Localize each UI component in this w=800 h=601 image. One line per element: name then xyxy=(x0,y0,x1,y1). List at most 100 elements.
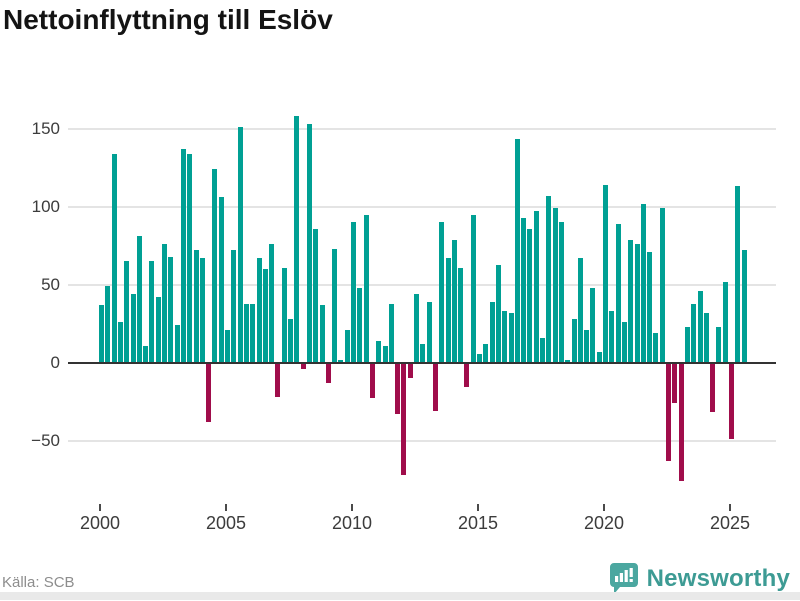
zero-axis-line xyxy=(68,362,776,364)
y-axis-label--50: −50 xyxy=(31,431,60,450)
bar-2022-Q2 xyxy=(660,208,665,363)
bar-2013-Q2 xyxy=(433,364,438,411)
bar-2021-Q3 xyxy=(641,204,646,363)
bar-2002-Q2 xyxy=(156,297,161,363)
bar-2013-Q4 xyxy=(446,258,451,363)
bar-2020-Q2 xyxy=(609,311,614,363)
bar-2004-Q3 xyxy=(212,169,217,363)
x-axis-label-2010: 2010 xyxy=(331,513,373,533)
bar-2012-Q4 xyxy=(420,344,425,363)
bar-2005-Q3 xyxy=(238,127,243,363)
bar-2018-Q1 xyxy=(553,208,558,363)
bar-2023-Q4 xyxy=(698,291,703,363)
bar-2003-Q3 xyxy=(187,154,192,363)
bar-2025-Q2 xyxy=(735,186,740,363)
bar-2009-Q4 xyxy=(345,330,350,363)
bar-2001-Q1 xyxy=(124,261,129,363)
brand-wordmark: Newsworthy xyxy=(646,565,790,592)
bar-2004-Q4 xyxy=(219,197,224,363)
y-axis-label-50: 50 xyxy=(41,275,60,294)
x-tick-2005 xyxy=(225,504,227,511)
bar-2024-Q2 xyxy=(710,364,715,412)
bar-2019-Q1 xyxy=(578,258,583,363)
bar-2000-Q3 xyxy=(112,154,117,363)
bar-2005-Q4 xyxy=(244,304,249,363)
x-tick-2015 xyxy=(477,504,479,511)
bar-2022-Q1 xyxy=(653,333,658,363)
bar-2000-Q4 xyxy=(118,322,123,363)
bar-2012-Q2 xyxy=(408,364,413,378)
bar-2008-Q4 xyxy=(320,305,325,363)
bar-2006-Q4 xyxy=(269,244,274,363)
gridline-y-50 xyxy=(68,284,776,286)
bar-2014-Q1 xyxy=(452,240,457,363)
bar-2004-Q2 xyxy=(206,364,211,422)
bar-2002-Q3 xyxy=(162,244,167,363)
bar-2018-Q3 xyxy=(565,360,570,363)
bar-2016-Q3 xyxy=(515,139,520,363)
bar-2025-Q1 xyxy=(729,364,734,439)
bar-2016-Q2 xyxy=(509,313,514,363)
bar-2006-Q2 xyxy=(257,258,262,363)
newsworthy-branding: Newsworthy xyxy=(609,561,790,597)
gridline-y-150 xyxy=(68,128,776,130)
x-axis-label-2005: 2005 xyxy=(205,513,247,533)
bar-2003-Q4 xyxy=(194,250,199,363)
bar-2019-Q2 xyxy=(584,330,589,363)
bar-2022-Q3 xyxy=(666,364,671,461)
bar-2002-Q1 xyxy=(149,261,154,363)
bar-2004-Q1 xyxy=(200,258,205,363)
bar-2017-Q2 xyxy=(534,211,539,363)
bar-2001-Q3 xyxy=(137,236,142,363)
bar-2005-Q2 xyxy=(231,250,236,363)
bar-2010-Q4 xyxy=(370,364,375,398)
bar-2021-Q4 xyxy=(647,252,652,363)
bar-2015-Q1 xyxy=(477,354,482,363)
bar-2014-Q2 xyxy=(458,268,463,363)
bar-2000-Q1 xyxy=(99,305,104,363)
bar-2025-Q3 xyxy=(742,250,747,363)
bar-2012-Q3 xyxy=(414,294,419,363)
bar-2010-Q3 xyxy=(364,215,369,363)
bar-2021-Q2 xyxy=(635,244,640,363)
bar-2009-Q3 xyxy=(338,360,343,363)
bar-2003-Q1 xyxy=(175,325,180,363)
x-axis-label-2000: 2000 xyxy=(79,513,121,533)
bar-2003-Q2 xyxy=(181,149,186,363)
bar-2020-Q1 xyxy=(603,185,608,363)
bar-2000-Q2 xyxy=(105,286,110,363)
y-axis-label-150: 150 xyxy=(31,119,60,138)
bar-2008-Q2 xyxy=(307,124,312,363)
bar-2006-Q1 xyxy=(250,304,255,363)
bar-2024-Q1 xyxy=(704,313,709,363)
y-axis-label-0: 0 xyxy=(50,353,60,372)
bar-2002-Q4 xyxy=(168,257,173,363)
bar-2005-Q1 xyxy=(225,330,230,363)
bar-2016-Q4 xyxy=(521,218,526,363)
bar-2017-Q1 xyxy=(527,229,532,363)
gridline-y--50 xyxy=(68,440,776,442)
footer-strip xyxy=(0,592,800,600)
x-tick-2025 xyxy=(729,504,731,511)
gridline-y-100 xyxy=(68,206,776,208)
bar-2014-Q4 xyxy=(471,215,476,363)
x-axis-label-2025: 2025 xyxy=(709,513,751,533)
bar-2009-Q1 xyxy=(326,364,331,383)
x-axis-label-2020: 2020 xyxy=(583,513,625,533)
bar-2016-Q1 xyxy=(502,311,507,363)
bar-2011-Q1 xyxy=(376,341,381,363)
bar-2019-Q3 xyxy=(590,288,595,363)
x-tick-2010 xyxy=(351,504,353,511)
bar-2013-Q3 xyxy=(439,222,444,363)
bar-2010-Q1 xyxy=(351,222,356,363)
bar-2011-Q4 xyxy=(395,364,400,414)
bar-2001-Q2 xyxy=(131,294,136,363)
bar-2015-Q4 xyxy=(496,265,501,363)
x-axis-label-2015: 2015 xyxy=(457,513,499,533)
bar-2007-Q4 xyxy=(294,116,299,363)
bar-2007-Q2 xyxy=(282,268,287,363)
bar-2023-Q3 xyxy=(691,304,696,363)
bar-2009-Q2 xyxy=(332,249,337,363)
chart-title: Nettoinflyttning till Eslöv xyxy=(3,4,333,35)
